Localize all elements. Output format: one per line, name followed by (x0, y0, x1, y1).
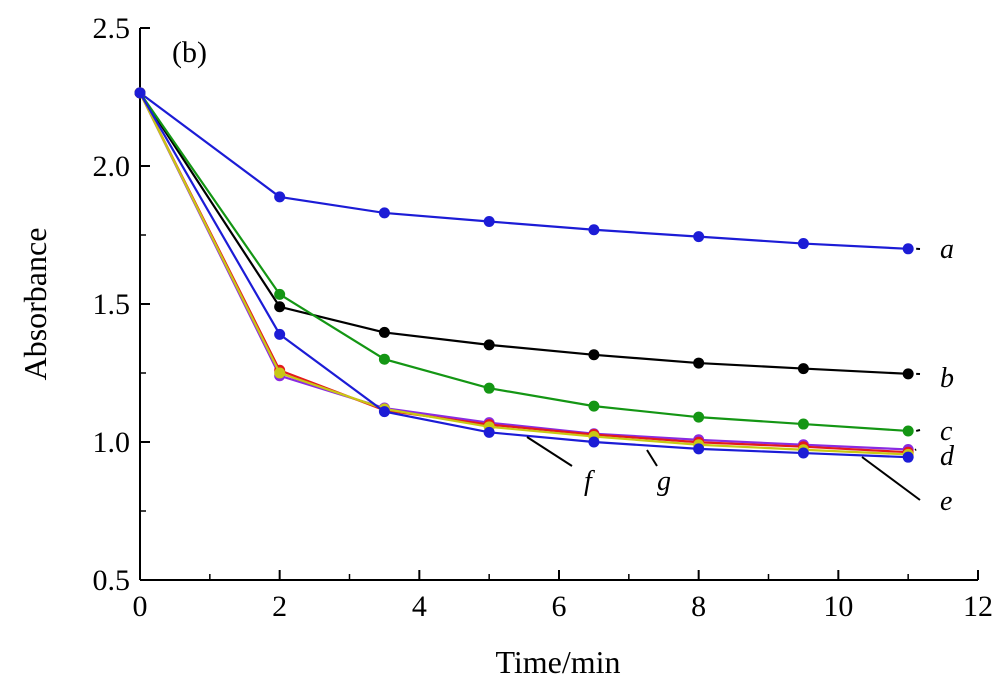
x-tick-label: 2 (272, 590, 287, 623)
data-point (902, 451, 914, 463)
data-point (274, 328, 286, 340)
series-line-g (139, 92, 909, 459)
x-axis-title: Time/min (495, 644, 620, 680)
series-b (134, 87, 914, 380)
axes: 0 2 4 6 8 10 12 0.5 1.0 1.5 2.0 2.5 (93, 12, 994, 623)
x-tick-label: 4 (412, 590, 427, 623)
series-line-b (139, 92, 909, 375)
data-point (483, 426, 495, 438)
leader-line-c (915, 429, 921, 432)
data-point (378, 326, 390, 338)
data-point (483, 339, 495, 351)
data-point (693, 411, 705, 423)
series-line-a (139, 91, 909, 250)
y-axis-title: Absorbance (17, 228, 53, 381)
x-tick-label: 6 (552, 590, 567, 623)
x-tick-label: 0 (133, 590, 148, 623)
series-layer (134, 87, 914, 463)
data-point (588, 349, 600, 361)
panel-label: (b) (172, 36, 207, 69)
data-point (483, 382, 495, 394)
series-label-a: a (940, 234, 954, 265)
y-tick-label: 1.0 (93, 426, 131, 459)
series-a (134, 87, 914, 255)
data-point (378, 406, 390, 418)
leader-line-f (526, 436, 573, 467)
data-point (378, 207, 390, 219)
y-tick-label: 2.0 (93, 150, 131, 183)
data-point (274, 288, 286, 300)
series-label-e: e (940, 486, 952, 517)
x-tick-label: 10 (823, 590, 853, 623)
x-tick-label: 8 (691, 590, 706, 623)
series-f (134, 87, 914, 460)
series-line-e (139, 92, 909, 454)
data-point (588, 224, 600, 236)
data-point (378, 353, 390, 365)
leader-line-d (914, 448, 917, 451)
data-point (902, 368, 914, 380)
series-line-c (139, 92, 909, 433)
series-g (134, 87, 914, 463)
series-label-d: d (940, 441, 955, 472)
data-point (274, 367, 286, 379)
data-point (902, 425, 914, 437)
leader-line-e (861, 456, 921, 501)
series-label-c: c (940, 416, 953, 447)
data-point (693, 231, 705, 243)
series-d (134, 87, 914, 455)
y-tick-label: 1.5 (93, 288, 131, 321)
data-point (797, 363, 809, 375)
x-tick-label: 12 (963, 590, 993, 623)
series-label-g: g (657, 466, 671, 497)
data-point (693, 443, 705, 455)
leader-line-g (646, 449, 658, 467)
y-tick-label: 2.5 (93, 12, 131, 45)
data-point (902, 243, 914, 255)
data-point (588, 436, 600, 448)
series-label-f: f (584, 466, 595, 497)
series-label-b: b (940, 363, 954, 394)
series-line-d (139, 92, 909, 451)
data-point (797, 238, 809, 250)
y-tick-label: 0.5 (93, 564, 131, 597)
data-point (274, 191, 286, 203)
series-e (134, 87, 914, 458)
data-point (274, 301, 286, 313)
data-point (588, 400, 600, 412)
data-point (134, 87, 146, 99)
data-point (483, 215, 495, 227)
series-line-f (139, 92, 909, 456)
data-point (797, 447, 809, 459)
data-point (693, 357, 705, 369)
data-point (797, 418, 809, 430)
